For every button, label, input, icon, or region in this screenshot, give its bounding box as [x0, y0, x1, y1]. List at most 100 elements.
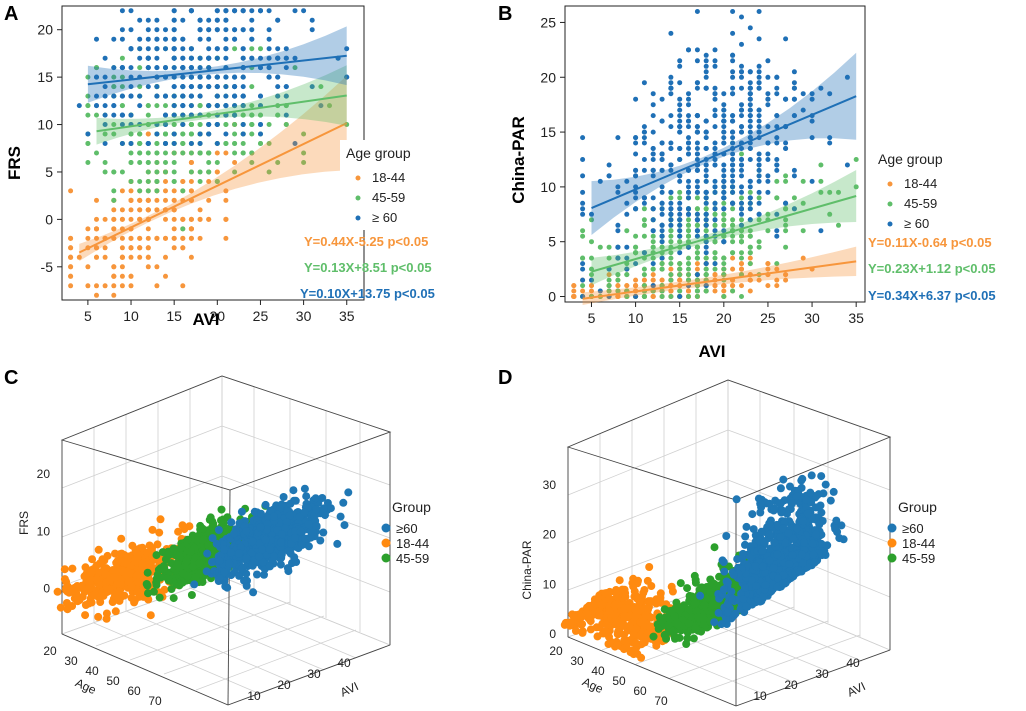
scatter-point — [580, 266, 586, 272]
scatter-point — [615, 135, 621, 141]
scatter-point — [580, 277, 586, 283]
scatter-point — [633, 140, 639, 146]
scatter3d-point — [249, 588, 258, 597]
scatter3d-point — [182, 557, 191, 566]
scatter-point — [137, 36, 143, 42]
scatter-point — [765, 58, 771, 64]
scatter-point — [240, 55, 246, 61]
scatter3d-point — [691, 624, 700, 633]
scatter-point — [214, 8, 220, 14]
scatter-point — [119, 84, 125, 90]
scatter-point — [721, 206, 727, 212]
scatter-point — [677, 272, 683, 278]
scatter-point — [275, 160, 281, 165]
scatter-point — [633, 206, 639, 212]
scatter-point — [154, 36, 160, 42]
scatter3d-point — [610, 611, 619, 620]
scatter-point — [137, 46, 143, 52]
scatter-point — [111, 169, 117, 175]
scatter-point — [119, 235, 125, 241]
scatter-point — [171, 188, 177, 194]
scatter-point — [249, 84, 255, 90]
scatter-point — [76, 254, 82, 260]
scatter-point — [154, 169, 160, 175]
scatter-point — [111, 264, 117, 270]
scatter-point — [180, 55, 186, 61]
scatter-point — [206, 103, 212, 109]
scatter-point — [721, 189, 727, 195]
scatter-point — [730, 52, 736, 58]
scatter3d-point — [277, 530, 286, 539]
scatter3d-point — [645, 563, 654, 571]
scatter-point — [712, 140, 718, 146]
scatter-point — [800, 91, 806, 97]
scatter-point — [171, 46, 177, 52]
scatter-point — [756, 167, 762, 173]
x-tick-label: 25 — [253, 308, 269, 324]
scatter3d-point — [133, 549, 142, 558]
scatter-point — [214, 74, 220, 80]
scatter3d-point — [119, 568, 128, 576]
scatter-point — [137, 207, 143, 213]
scatter-point — [163, 160, 168, 165]
scatter-point — [580, 283, 586, 289]
scatter-point — [739, 189, 744, 195]
scatter-point — [739, 239, 744, 245]
scatter-point — [765, 151, 771, 157]
scatter3d-point — [178, 578, 187, 587]
scatter-point — [171, 36, 177, 42]
scatter-point — [721, 261, 727, 267]
scatter-point — [171, 207, 177, 213]
scatter-point — [641, 266, 647, 272]
scatter-point — [94, 197, 99, 203]
scatter3d-point — [167, 585, 176, 593]
scatter-point — [275, 46, 281, 52]
scatter-point — [137, 216, 143, 222]
scatter-point — [102, 103, 108, 109]
scatter-point — [145, 264, 151, 270]
y-tick-label: -5 — [41, 259, 54, 275]
scatter-point — [703, 146, 709, 151]
scatter-point — [275, 112, 281, 118]
scatter-point — [128, 8, 134, 14]
scatter-point — [756, 80, 762, 86]
scatter3d-point — [312, 521, 321, 530]
scatter-point — [137, 179, 143, 184]
scatter-point — [800, 178, 806, 184]
scatter-point — [206, 36, 212, 42]
scatter-point — [163, 103, 168, 109]
equation-b-3: Y=0.34X+6.37 p<0.05 — [868, 288, 996, 303]
scatter-point — [232, 169, 238, 175]
scatter-point — [283, 46, 289, 52]
scatter-point — [615, 277, 621, 283]
scatter-point — [145, 197, 151, 203]
scatter-point — [747, 113, 753, 119]
scatter-point — [739, 157, 744, 162]
scatter-point — [292, 65, 298, 71]
scatter3d-point — [152, 551, 161, 560]
scatter-point — [283, 112, 289, 118]
scatter-point — [686, 288, 691, 294]
scatter3d-point — [797, 483, 806, 492]
scatter-point — [128, 207, 134, 213]
scatter-point — [668, 294, 674, 299]
legend-title-a: Age group — [346, 145, 411, 161]
scatter3d-point — [174, 527, 183, 536]
scatter-point — [266, 27, 272, 33]
scatter-point — [694, 206, 700, 212]
scatter-point — [188, 46, 194, 52]
scatter-point — [111, 292, 117, 298]
scatter-point — [240, 150, 246, 156]
scatter-point — [730, 113, 736, 119]
scatter-point — [240, 84, 246, 90]
scatter-point — [739, 184, 744, 190]
scatter-point — [571, 283, 577, 289]
equation-a-2: Y=0.13X+8.51 p<0.05 — [304, 260, 432, 275]
scatter-point — [232, 36, 238, 42]
scatter-point — [686, 228, 691, 234]
scatter-point — [94, 216, 99, 222]
scatter-point — [615, 222, 621, 228]
scatter-point — [145, 179, 151, 184]
scatter-point — [659, 222, 665, 228]
scatter-point — [703, 222, 709, 228]
